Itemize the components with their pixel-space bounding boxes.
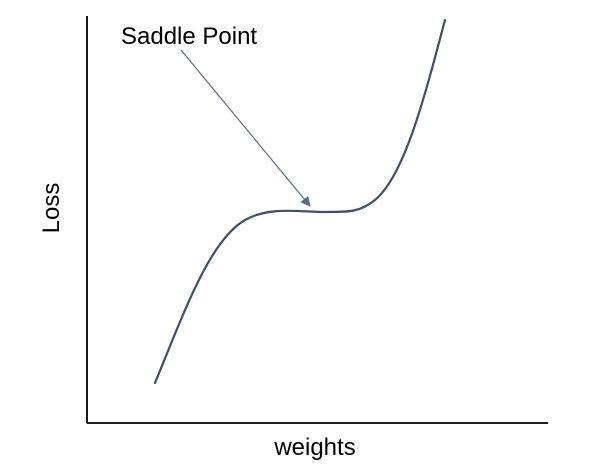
loss-curve: [155, 20, 445, 383]
saddle-point-arrow: [181, 50, 310, 206]
y-axis-label: Loss: [38, 183, 65, 234]
x-axis-label: weights: [273, 434, 355, 461]
saddle-point-label: Saddle Point: [121, 23, 257, 50]
